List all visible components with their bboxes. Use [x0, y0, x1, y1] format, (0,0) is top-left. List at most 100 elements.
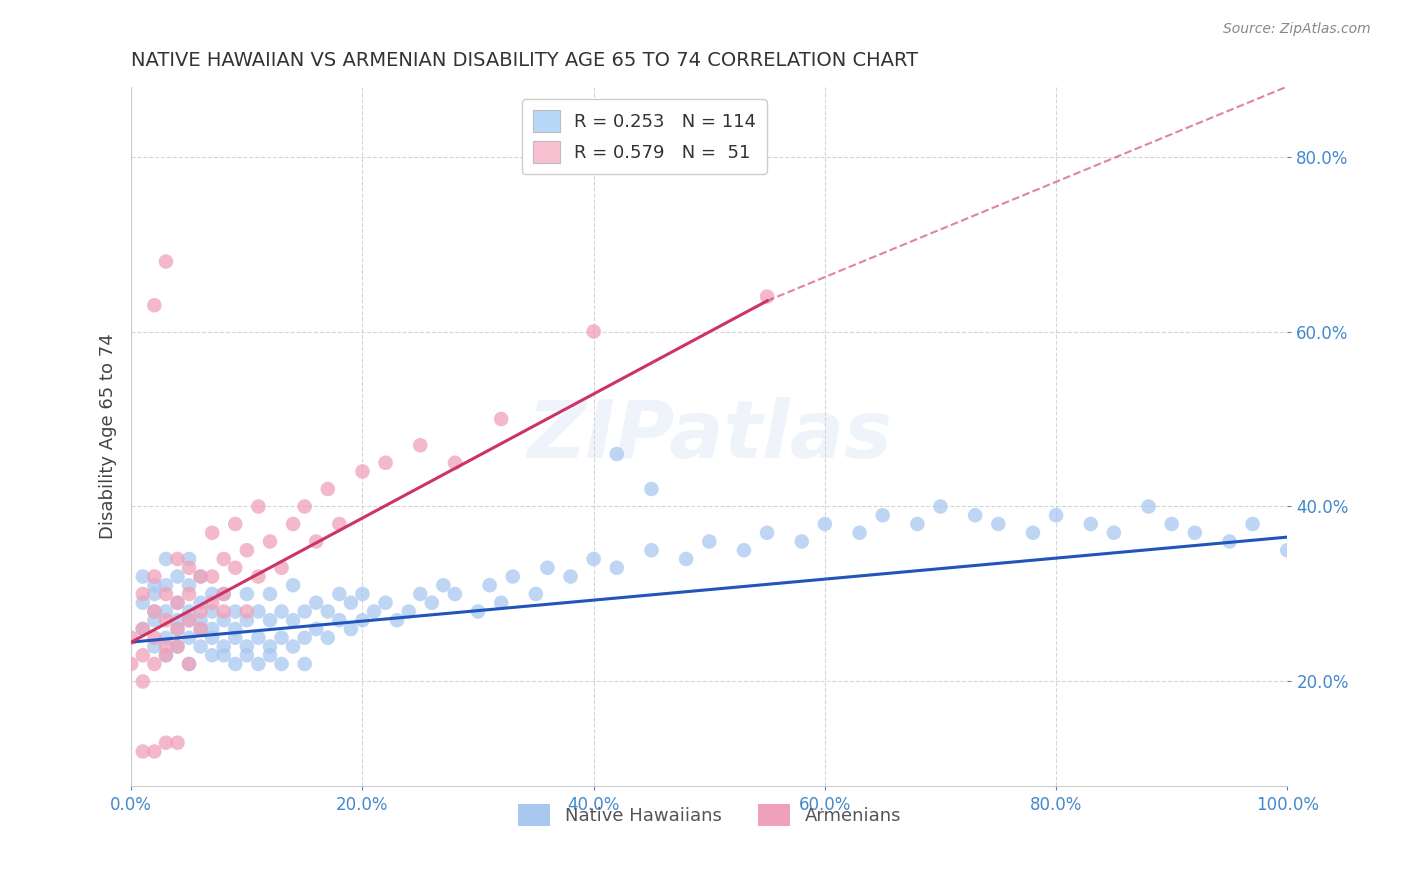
- Point: [259, 613, 281, 627]
- Point: [120, 657, 142, 671]
- Point: [247, 631, 270, 645]
- Point: [166, 596, 188, 610]
- Text: ZIPatlas: ZIPatlas: [527, 398, 891, 475]
- Point: [929, 500, 952, 514]
- Point: [177, 631, 200, 645]
- Point: [132, 674, 155, 689]
- Point: [224, 631, 246, 645]
- Point: [236, 648, 259, 663]
- Point: [177, 560, 200, 574]
- Point: [143, 605, 166, 619]
- Point: [247, 605, 270, 619]
- Point: [201, 648, 224, 663]
- Point: [143, 587, 166, 601]
- Point: [201, 622, 224, 636]
- Point: [536, 560, 558, 574]
- Point: [190, 569, 212, 583]
- Point: [374, 456, 396, 470]
- Point: [212, 648, 235, 663]
- Point: [259, 640, 281, 654]
- Point: [166, 736, 188, 750]
- Point: [201, 596, 224, 610]
- Point: [212, 640, 235, 654]
- Point: [224, 657, 246, 671]
- Point: [247, 657, 270, 671]
- Point: [247, 500, 270, 514]
- Point: [697, 534, 720, 549]
- Point: [132, 587, 155, 601]
- Text: Source: ZipAtlas.com: Source: ZipAtlas.com: [1223, 22, 1371, 37]
- Point: [270, 605, 292, 619]
- Point: [190, 596, 212, 610]
- Point: [190, 605, 212, 619]
- Point: [1137, 500, 1160, 514]
- Point: [177, 605, 200, 619]
- Point: [155, 640, 177, 654]
- Point: [259, 648, 281, 663]
- Point: [143, 631, 166, 645]
- Point: [155, 613, 177, 627]
- Point: [190, 569, 212, 583]
- Point: [1045, 508, 1067, 523]
- Point: [444, 587, 467, 601]
- Point: [155, 552, 177, 566]
- Point: [270, 560, 292, 574]
- Point: [294, 500, 316, 514]
- Point: [212, 587, 235, 601]
- Point: [224, 605, 246, 619]
- Point: [190, 640, 212, 654]
- Point: [1277, 543, 1299, 558]
- Point: [420, 596, 443, 610]
- Point: [582, 552, 605, 566]
- Point: [756, 289, 779, 303]
- Point: [166, 622, 188, 636]
- Point: [236, 587, 259, 601]
- Point: [790, 534, 813, 549]
- Point: [340, 596, 363, 610]
- Point: [143, 578, 166, 592]
- Point: [212, 587, 235, 601]
- Point: [155, 254, 177, 268]
- Point: [1102, 525, 1125, 540]
- Point: [1218, 534, 1240, 549]
- Point: [155, 587, 177, 601]
- Point: [340, 622, 363, 636]
- Point: [132, 622, 155, 636]
- Point: [467, 605, 489, 619]
- Point: [132, 569, 155, 583]
- Point: [281, 613, 304, 627]
- Point: [294, 657, 316, 671]
- Point: [328, 516, 350, 531]
- Point: [316, 482, 339, 496]
- Point: [385, 613, 408, 627]
- Point: [444, 456, 467, 470]
- Point: [143, 298, 166, 312]
- Point: [155, 578, 177, 592]
- Point: [143, 613, 166, 627]
- Point: [143, 605, 166, 619]
- Point: [166, 640, 188, 654]
- Point: [1022, 525, 1045, 540]
- Point: [201, 525, 224, 540]
- Point: [236, 543, 259, 558]
- Point: [560, 569, 582, 583]
- Point: [294, 631, 316, 645]
- Point: [270, 657, 292, 671]
- Point: [756, 525, 779, 540]
- Point: [166, 640, 188, 654]
- Point: [848, 525, 870, 540]
- Point: [305, 534, 328, 549]
- Point: [224, 560, 246, 574]
- Point: [374, 596, 396, 610]
- Point: [328, 613, 350, 627]
- Point: [224, 516, 246, 531]
- Point: [201, 631, 224, 645]
- Point: [281, 578, 304, 592]
- Point: [236, 613, 259, 627]
- Point: [675, 552, 697, 566]
- Point: [872, 508, 894, 523]
- Point: [352, 587, 374, 601]
- Point: [190, 622, 212, 636]
- Point: [814, 516, 837, 531]
- Point: [166, 552, 188, 566]
